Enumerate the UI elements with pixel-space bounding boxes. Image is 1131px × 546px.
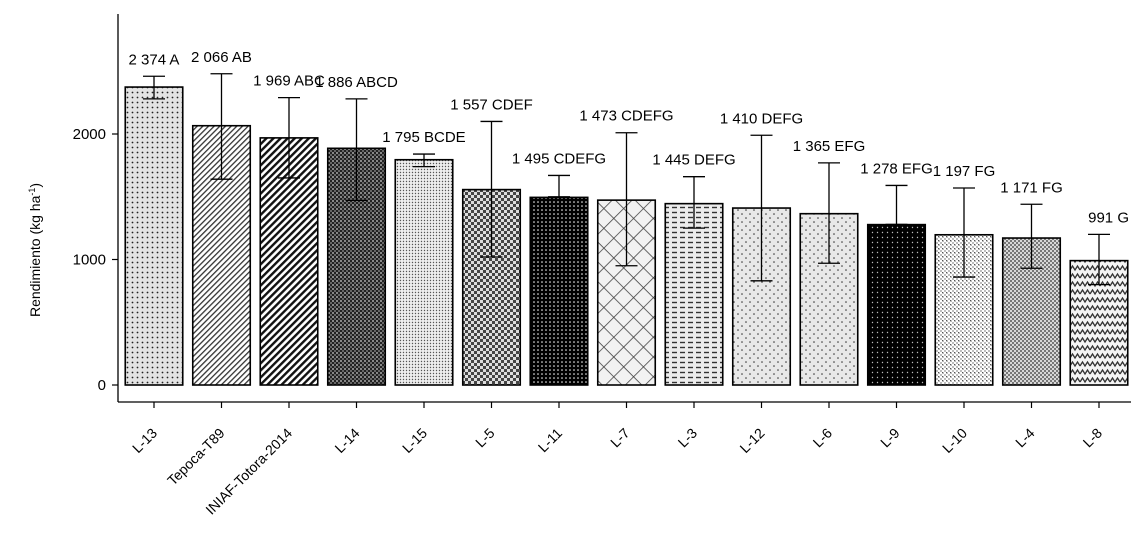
y-tick-label: 1000: [73, 252, 106, 269]
data-label: 2 066 AB: [191, 49, 252, 66]
data-label: 1 886 ABCD: [315, 74, 398, 91]
data-label: 2 374 A: [129, 51, 180, 68]
data-label: 1 473 CDEFG: [579, 108, 673, 125]
bar: [394, 158, 454, 386]
x-tick-label: L-8: [1079, 425, 1105, 451]
y-tick-label: 0: [98, 377, 106, 394]
data-label: 1 278 EFG: [860, 160, 933, 177]
data-label: 1 445 DEFG: [652, 152, 735, 169]
data-label: 1 410 DEFG: [720, 110, 803, 127]
x-tick-label: L-6: [809, 425, 835, 451]
y-tick-label: 2000: [73, 126, 106, 143]
x-tick-label: L-15: [399, 425, 430, 456]
x-tick-label: L-4: [1012, 425, 1038, 451]
x-tick-label: L-9: [877, 425, 903, 451]
data-label: 1 557 CDEF: [450, 96, 533, 113]
x-tick-label: L-14: [331, 425, 362, 456]
bar: [866, 223, 927, 386]
bar: [124, 86, 184, 386]
bar: [529, 196, 589, 386]
data-label: 1 969 ABC: [253, 73, 325, 90]
x-tick-label: L-3: [674, 425, 700, 451]
bar: [664, 202, 724, 386]
x-tick-label: Tepoca-T89: [164, 425, 228, 489]
data-label: 1 197 FG: [933, 163, 996, 180]
x-tick-label: L-5: [472, 425, 498, 451]
x-tick-label: L-11: [535, 425, 566, 456]
x-tick-label: L-10: [939, 425, 970, 456]
data-label: 1 795 BCDE: [382, 129, 465, 146]
data-label: 991 G: [1088, 209, 1129, 226]
x-tick-label: L-7: [607, 425, 633, 451]
data-label: 1 171 FG: [1000, 179, 1063, 196]
data-label: 1 365 EFG: [793, 138, 866, 155]
x-tick-label: L-12: [736, 425, 767, 456]
x-tick-label: L-13: [129, 425, 160, 456]
y-axis-title: Rendimiento (kg ha-1): [27, 183, 43, 317]
data-label: 1 495 CDEFG: [512, 150, 606, 167]
bar: [259, 137, 319, 386]
